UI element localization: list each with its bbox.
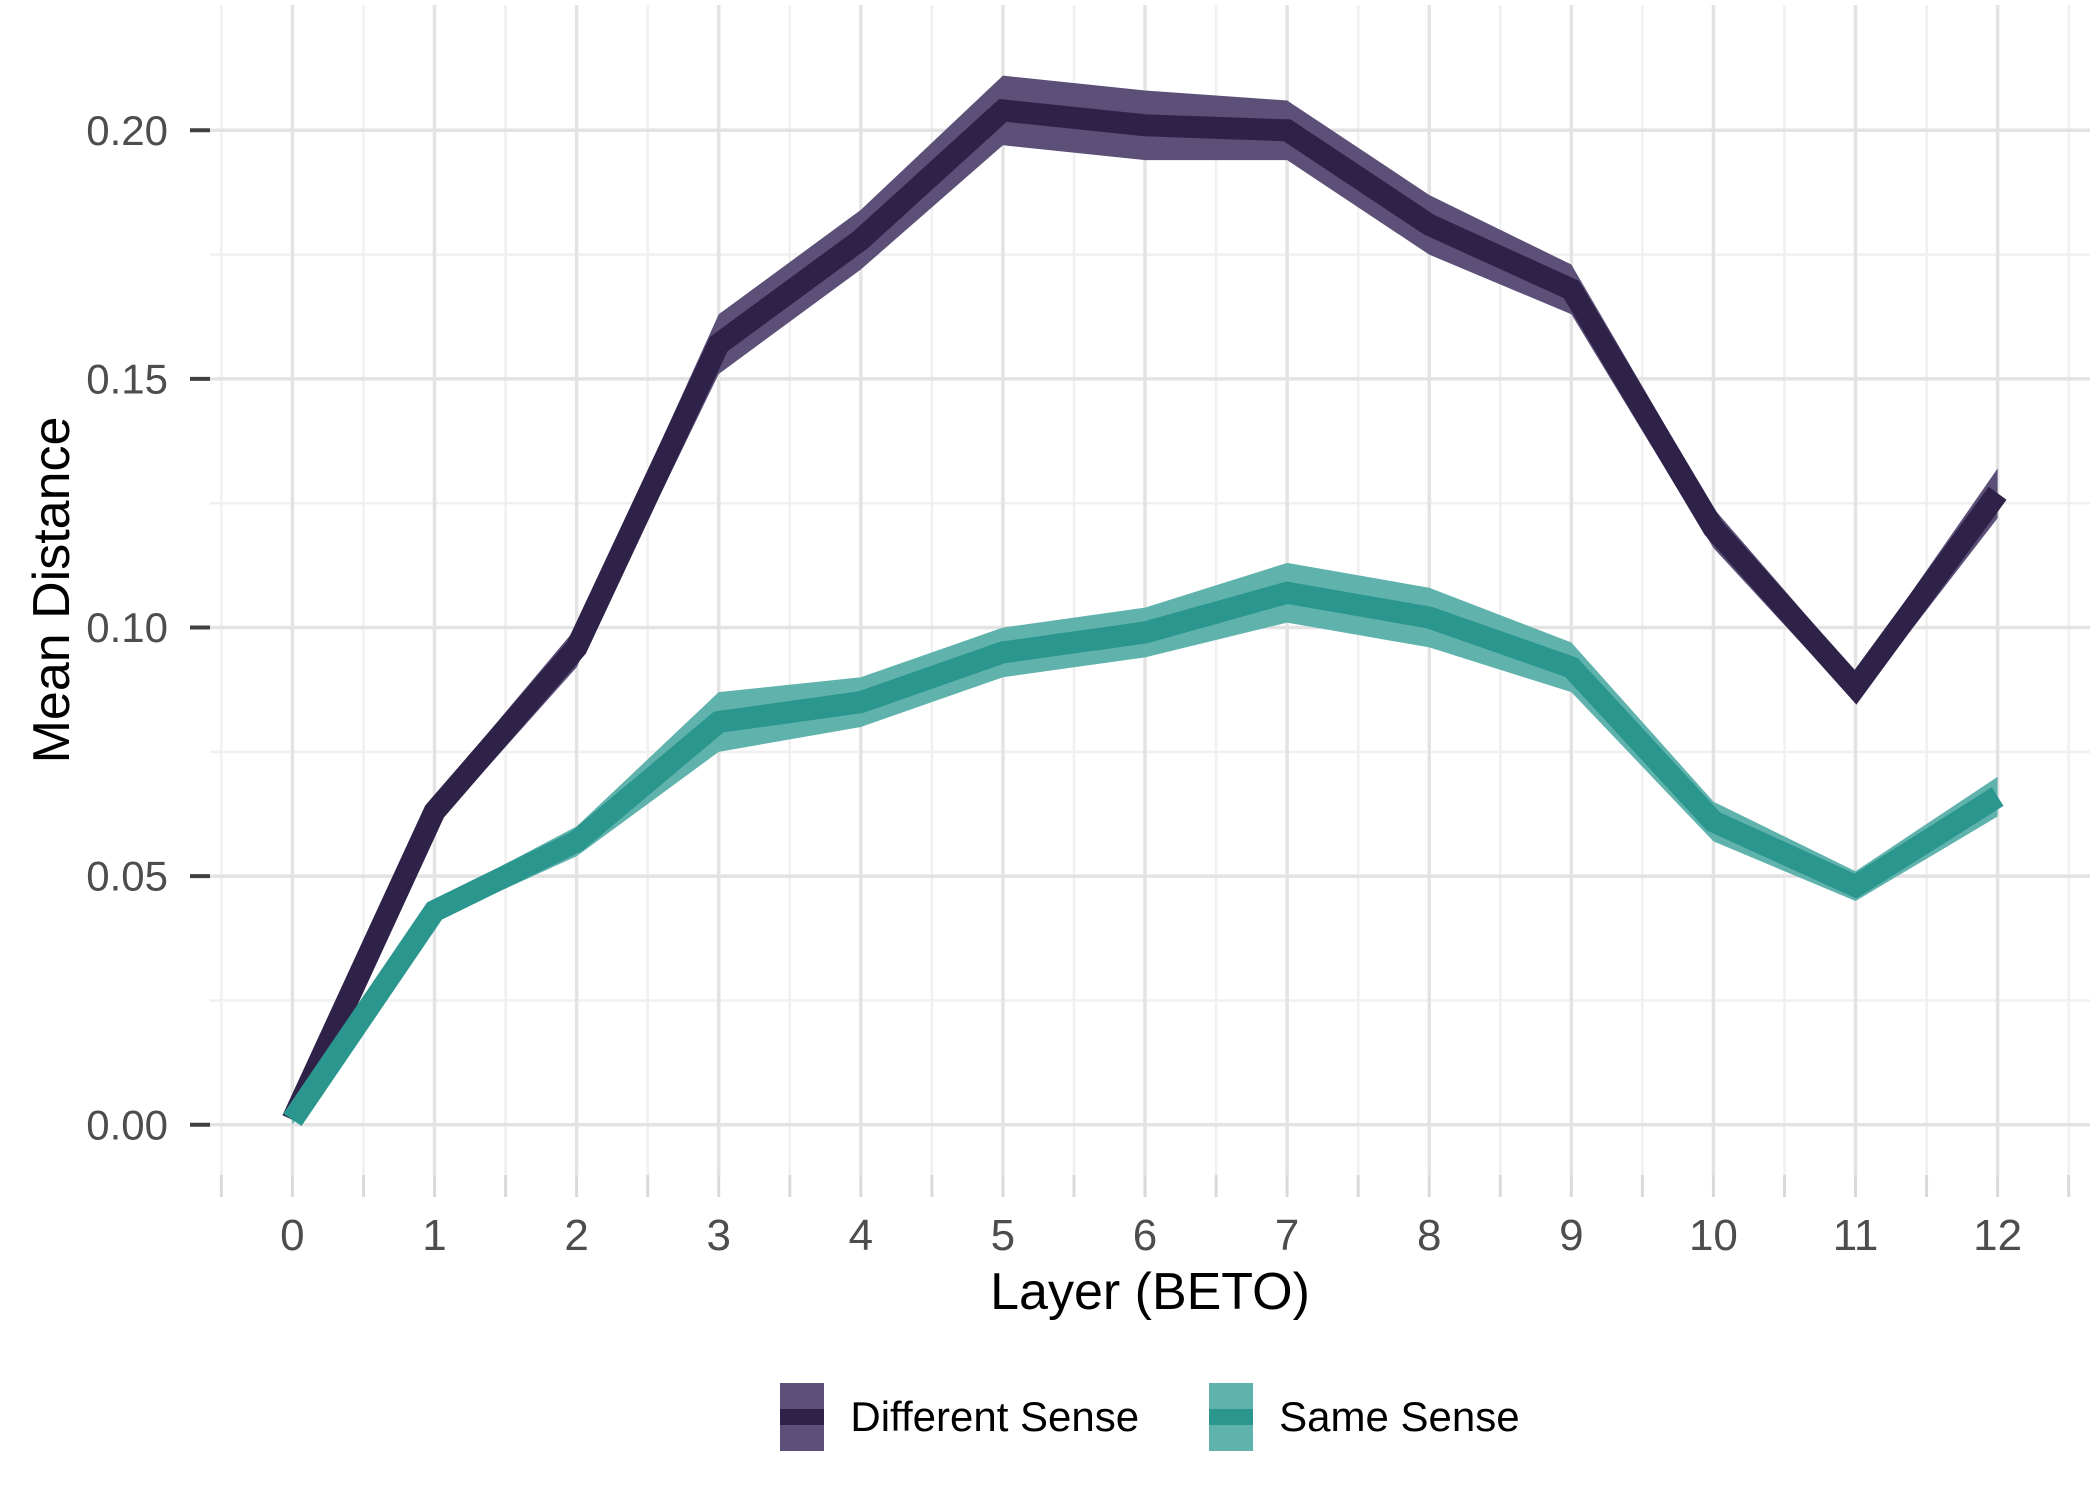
x-tick-label: 10: [1689, 1211, 1738, 1260]
legend-label-different-sense: Different Sense: [850, 1393, 1140, 1440]
y-tick-label: 0.05: [86, 853, 168, 900]
legend: Different Sense Same Sense: [210, 1372, 2090, 1462]
y-tick-label: 0.20: [86, 107, 168, 154]
x-tick-label: 11: [1833, 1211, 1879, 1260]
legend-item-different-sense: Different Sense: [780, 1383, 1139, 1451]
legend-key-line: [1209, 1409, 1254, 1425]
y-tick-label: 0.00: [86, 1101, 168, 1148]
y-axis-title: Mean Distance: [23, 416, 81, 764]
x-tick-label: 0: [280, 1211, 304, 1260]
legend-key-same-sense-icon: [1209, 1383, 1254, 1451]
legend-label-same-sense: Same Sense: [1279, 1393, 1520, 1440]
x-axis-title: Layer (BETO): [990, 1263, 1310, 1321]
x-tick-label: 4: [849, 1211, 873, 1260]
x-tick-label: 2: [564, 1211, 588, 1260]
y-tick-label: 0.10: [86, 604, 168, 651]
line-different-sense: [282, 98, 2007, 1125]
x-tick-label: 8: [1417, 1211, 1441, 1260]
x-tick-label: 6: [1133, 1211, 1157, 1260]
x-tick-label: 12: [1973, 1211, 2022, 1260]
legend-key-line: [780, 1409, 825, 1425]
ribbon-same-sense: [292, 562, 1998, 1125]
x-tick-label: 3: [706, 1211, 730, 1260]
line-same-sense: [283, 581, 2004, 1126]
x-tick-label: 5: [991, 1211, 1015, 1260]
legend-key-different-sense-icon: [780, 1383, 825, 1451]
y-tick-label: 0.15: [86, 355, 168, 402]
x-tick-label: 1: [422, 1211, 446, 1260]
legend-item-same-sense: Same Sense: [1209, 1383, 1520, 1451]
x-tick-label: 7: [1275, 1211, 1299, 1260]
x-tick-label: 9: [1559, 1211, 1583, 1260]
